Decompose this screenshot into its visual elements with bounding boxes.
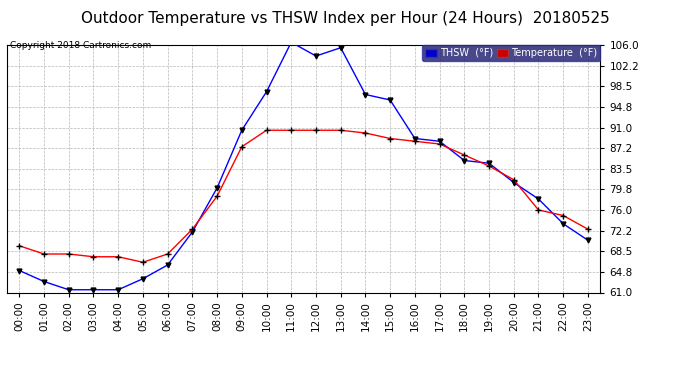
Legend: THSW  (°F), Temperature  (°F): THSW (°F), Temperature (°F): [422, 45, 600, 61]
Text: Outdoor Temperature vs THSW Index per Hour (24 Hours)  20180525: Outdoor Temperature vs THSW Index per Ho…: [81, 11, 609, 26]
Text: Copyright 2018 Cartronics.com: Copyright 2018 Cartronics.com: [10, 41, 152, 50]
